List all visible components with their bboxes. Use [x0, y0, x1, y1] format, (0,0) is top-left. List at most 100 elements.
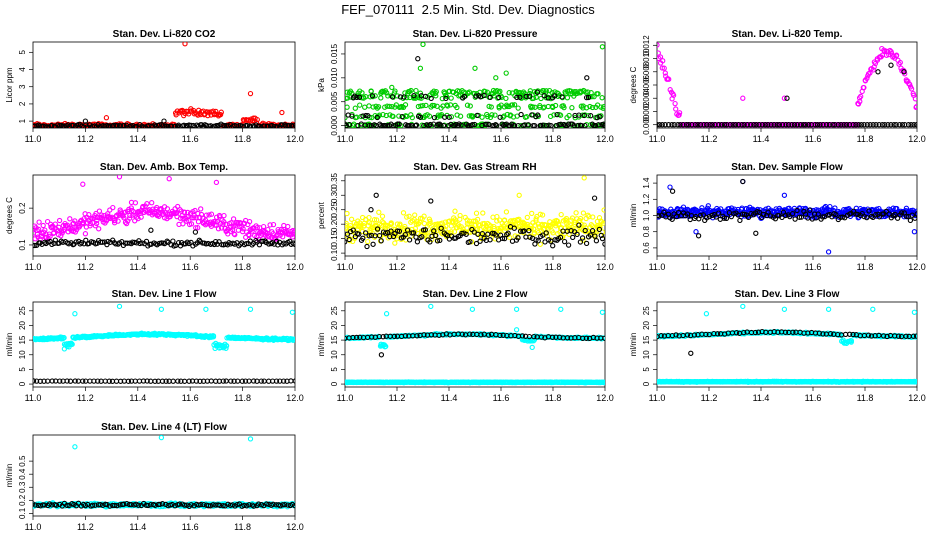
data-point	[543, 230, 549, 236]
data-point	[366, 233, 372, 239]
x-tick-label: 11.6	[182, 393, 199, 403]
data-point	[817, 122, 823, 128]
data-point	[501, 235, 508, 242]
data-point	[220, 378, 226, 384]
data-point	[595, 91, 601, 97]
data-point	[228, 378, 234, 384]
data-point	[357, 102, 363, 108]
data-point	[709, 122, 715, 128]
x-tick-label: 11.4	[753, 393, 770, 403]
data-point	[676, 112, 682, 118]
data-point	[838, 122, 844, 128]
data-point	[785, 122, 792, 128]
data-point	[190, 122, 197, 128]
data-point	[525, 122, 531, 128]
data-point	[107, 123, 113, 128]
x-tick-label: 11.4	[441, 134, 458, 144]
chart-title: Stan. Dev. Sample Flow	[731, 162, 843, 173]
data-point	[213, 108, 219, 115]
data-point	[695, 122, 701, 128]
data-point	[791, 122, 798, 128]
data-point	[217, 111, 224, 118]
data-point	[417, 65, 424, 71]
data-point	[576, 222, 582, 228]
plot-frame	[32, 174, 296, 257]
data-point	[601, 103, 605, 110]
data-point	[599, 44, 605, 50]
data-point	[487, 114, 494, 121]
data-points	[345, 175, 605, 250]
data-point	[797, 122, 804, 128]
data-point	[161, 118, 167, 124]
data-point	[93, 220, 100, 227]
data-point	[43, 231, 49, 237]
data-point	[727, 122, 733, 128]
data-point	[517, 94, 523, 100]
data-point	[896, 122, 903, 128]
data-point	[781, 95, 788, 101]
y-tick-label: 0.006	[642, 74, 651, 95]
data-point	[581, 175, 587, 181]
data-point	[800, 205, 806, 212]
data-point	[737, 217, 743, 224]
y-tick-label: 0.008	[642, 61, 651, 82]
data-point	[265, 226, 271, 233]
data-point	[464, 102, 471, 108]
data-point	[659, 122, 665, 128]
y-tick-label: 10	[642, 350, 651, 359]
y-axis-label: ml/min	[317, 333, 326, 357]
data-point	[223, 343, 230, 349]
data-point	[541, 92, 547, 99]
data-point	[369, 93, 376, 99]
data-point	[429, 102, 435, 109]
data-point	[56, 217, 63, 224]
data-point	[375, 113, 382, 119]
data-point	[515, 105, 521, 111]
data-point	[740, 303, 746, 310]
data-point	[598, 232, 604, 239]
data-points	[657, 178, 917, 255]
data-point	[36, 219, 42, 225]
data-point	[582, 122, 588, 128]
data-point	[870, 214, 876, 221]
data-point	[533, 216, 539, 222]
x-tick-label: 11.0	[337, 262, 354, 272]
data-point	[718, 122, 725, 128]
data-point	[410, 230, 417, 236]
data-point	[223, 345, 229, 351]
data-point	[144, 201, 150, 207]
data-point	[479, 231, 486, 237]
data-point	[188, 221, 195, 227]
data-point	[661, 65, 667, 71]
plot-frame	[32, 41, 296, 129]
x-tick-label: 11.0	[337, 134, 354, 144]
data-point	[181, 209, 188, 215]
data-point	[78, 240, 85, 246]
data-point	[353, 334, 360, 341]
data-point	[44, 218, 51, 225]
data-point	[802, 211, 809, 217]
data-point	[591, 195, 598, 201]
data-point	[140, 203, 146, 210]
data-point	[270, 221, 277, 228]
data-point	[380, 334, 386, 340]
data-point	[457, 212, 463, 219]
data-point	[899, 122, 906, 128]
data-point	[477, 227, 483, 233]
data-point	[739, 122, 745, 128]
data-point	[374, 105, 381, 111]
data-point	[149, 200, 155, 206]
data-point	[33, 242, 38, 249]
data-point	[420, 102, 426, 109]
data-point	[166, 176, 172, 182]
data-point	[33, 378, 37, 384]
data-point	[466, 113, 472, 119]
data-point	[402, 223, 408, 230]
data-point	[203, 212, 210, 218]
data-point	[657, 42, 660, 48]
data-point	[657, 206, 663, 212]
data-point	[825, 249, 832, 255]
data-point	[422, 227, 428, 233]
data-point	[467, 239, 473, 245]
